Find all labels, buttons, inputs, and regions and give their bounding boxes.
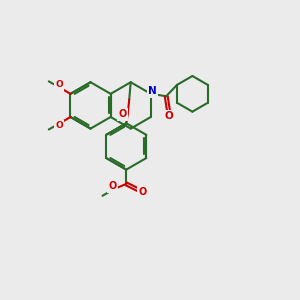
Text: N: N [148,86,157,96]
Text: O: O [55,80,63,89]
Text: O: O [109,181,117,191]
Text: O: O [119,109,127,119]
Text: O: O [165,111,174,122]
Text: O: O [55,122,63,130]
Text: O: O [138,187,146,196]
